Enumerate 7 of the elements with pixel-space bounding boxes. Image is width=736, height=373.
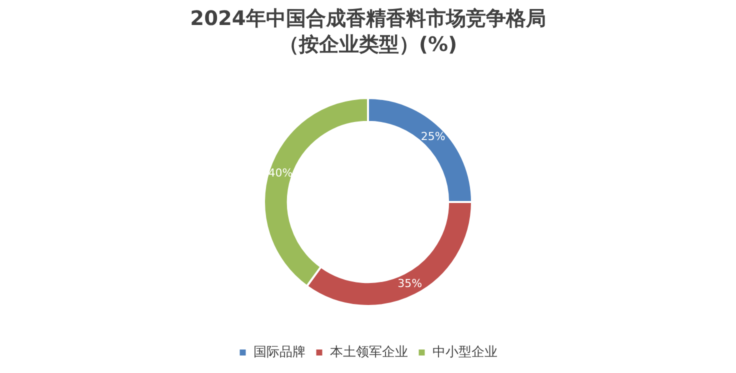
chart-title: 2024年中国合成香精香料市场竞争格局 [190,6,546,30]
data-label: 25% [420,130,446,143]
data-label: 35% [398,276,422,290]
legend-label: 中小型企业 [432,344,498,360]
chart-subtitle: （按企业类型）(%) [278,32,458,56]
legend-label: 本土领军企业 [330,344,408,360]
legend-label: 国际品牌 [253,344,306,360]
